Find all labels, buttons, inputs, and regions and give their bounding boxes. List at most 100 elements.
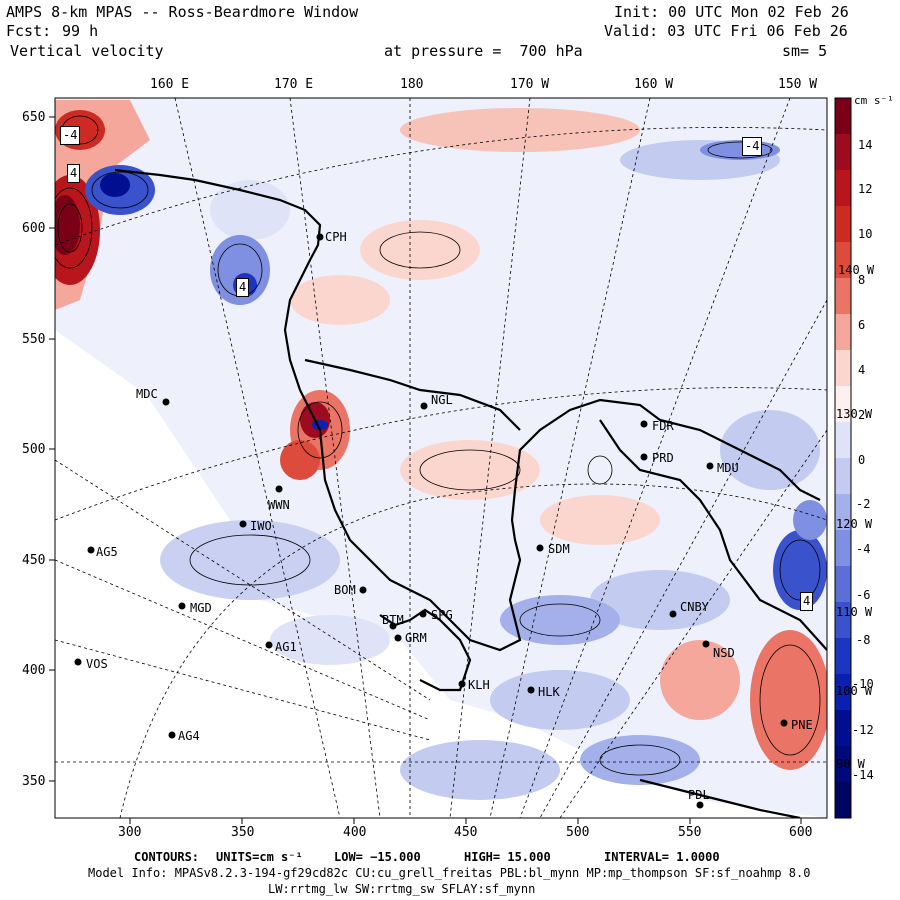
top-tick-label: 160 E [150, 77, 190, 92]
station-label: MGD [190, 601, 212, 615]
station-label: AG4 [178, 729, 200, 743]
station-label: GRM [405, 631, 427, 645]
colorbar-label: -14 [852, 768, 874, 782]
station-dots [74, 233, 788, 809]
colorbar-segment [835, 458, 851, 495]
bottom-tick-label: 300 [118, 825, 142, 840]
left-tick-label: 450 [22, 553, 46, 568]
colorbar-label: 8 [858, 273, 866, 287]
axis-ticks [49, 116, 802, 824]
top-tick-label: 170 E [274, 77, 314, 92]
station-label: IWO [250, 519, 272, 533]
colorbar-label: 14 [858, 138, 873, 152]
station-label: MDU [717, 461, 739, 475]
station-label: PNE [791, 718, 813, 732]
station-label: PRD [652, 451, 674, 465]
smoothing: sm= 5 [782, 42, 828, 60]
colorbar-segment [835, 386, 851, 423]
pressure-level: at pressure = 700 hPa [384, 42, 583, 60]
station-label: PDL [688, 788, 710, 802]
footer-units: UNITS=cm s⁻¹ [216, 850, 303, 864]
station-label: BOM [334, 583, 356, 597]
meridian-label: 140 W [838, 263, 875, 277]
left-tick-label: 400 [22, 663, 46, 678]
colorbar-segment [835, 242, 851, 279]
station-label: CNBY [680, 600, 709, 614]
top-tick-label: 180 [400, 77, 424, 92]
station-label: VOS [86, 657, 108, 671]
top-tick-label: 150 W [778, 77, 818, 92]
colorbar-segment [835, 782, 851, 819]
meridian-label: 130 W [836, 407, 873, 421]
station-label: MDC [136, 387, 158, 401]
colorbar-segment [835, 638, 851, 675]
valid-time: Valid: 03 UTC Fri 06 Feb 26 [604, 22, 848, 40]
colorbar-label: 12 [858, 182, 873, 196]
top-tick-label: 160 W [634, 77, 674, 92]
colorbar-segment [835, 170, 851, 207]
forecast-label: Fcst: [6, 22, 52, 40]
meridian-label: 100 W [836, 684, 873, 698]
left-tick-label: 600 [22, 221, 46, 236]
colorbar-segment [835, 674, 851, 711]
colorbar-label: 0 [858, 453, 866, 467]
footer-contours: CONTOURS: [134, 850, 200, 864]
station-label: NSD [713, 646, 735, 660]
colorbar-segment [835, 314, 851, 351]
bottom-tick-label: 550 [678, 825, 702, 840]
station-label: KLH [468, 678, 490, 692]
colorbar-segment [835, 746, 851, 783]
station-label: HLK [538, 685, 560, 699]
colorbar-label: 4 [858, 363, 866, 377]
colorbar-segment [835, 134, 851, 171]
colorbar-label: -8 [856, 633, 871, 647]
colorbar-segment [835, 566, 851, 603]
colorbar-label: 10 [858, 227, 873, 241]
plot-title: AMPS 8-km MPAS -- Ross-Beardmore Window [6, 3, 359, 21]
left-tick-label: 550 [22, 332, 46, 347]
init-time: Init: 00 UTC Mon 02 Feb 26 [614, 3, 849, 21]
colorbar-label: -2 [856, 497, 871, 511]
colorbar [835, 98, 851, 819]
station-label: AG1 [275, 640, 297, 654]
colorbar-segment [835, 98, 851, 135]
station-label: AG5 [96, 545, 118, 559]
left-tick-label: 500 [22, 442, 46, 457]
bottom-tick-label: 500 [566, 825, 590, 840]
colorbar-label: 2 [858, 408, 866, 422]
bottom-tick-label: 600 [789, 825, 813, 840]
footer-interval: INTERVAL= 1.0000 [604, 850, 720, 864]
footer-model-info: Model Info: MPASv8.2.3-194-gf29cd82c CU:… [88, 866, 811, 880]
footer-high: HIGH= 15.000 [464, 850, 551, 864]
station-label: CPH [325, 230, 347, 244]
bottom-tick-label: 400 [343, 825, 367, 840]
colorbar-label: -12 [852, 723, 874, 737]
contour-label: -4 [60, 126, 81, 145]
footer-low: LOW= −15.000 [334, 850, 421, 864]
bottom-tick-label: 350 [231, 825, 255, 840]
station-label: SPG [431, 608, 453, 622]
meridian-label: 90 W [836, 757, 865, 771]
station-label: NGL [431, 393, 453, 407]
meridian-label: 110 W [836, 605, 873, 619]
vertical-velocity-field [55, 98, 827, 818]
contour-label: 4 [67, 164, 81, 183]
footer-model-info-2: LW:rrtmg_lw SW:rrtmg_sw SFLAY:sf_mynn [268, 882, 536, 896]
meridian-label: 120 W [836, 517, 873, 531]
contour-label: 4 [236, 278, 250, 297]
colorbar-label: -6 [856, 588, 871, 602]
colorbar-label: -10 [852, 677, 874, 691]
colorbar-segment [835, 422, 851, 459]
colorbar-label: 6 [858, 318, 866, 332]
station-label: SDM [548, 542, 570, 556]
top-tick-label: 170 W [510, 77, 550, 92]
colorbar-segment [835, 278, 851, 315]
colorbar-segment [835, 710, 851, 747]
colorbar-units: cm s⁻¹ [854, 94, 894, 107]
field-name: Vertical velocity [10, 42, 164, 60]
contour-label: 4 [800, 592, 814, 611]
colorbar-segment [835, 206, 851, 243]
contour-label: -4 [742, 137, 763, 156]
colorbar-segment [835, 602, 851, 639]
left-tick-label: 650 [22, 110, 46, 125]
